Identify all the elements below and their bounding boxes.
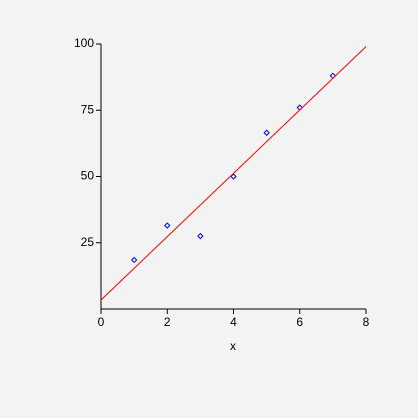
x-tick-label: 4 bbox=[230, 315, 237, 329]
point bbox=[230, 173, 237, 180]
point bbox=[164, 222, 171, 229]
x-axis-label: x bbox=[230, 339, 236, 353]
y-tick-label: 75 bbox=[81, 102, 95, 116]
x-tick-label: 6 bbox=[296, 315, 303, 329]
y-tick-label: 100 bbox=[74, 36, 94, 50]
fit-line bbox=[100, 46, 367, 301]
y-tick-label: 50 bbox=[81, 169, 95, 183]
x-tick-label: 8 bbox=[363, 315, 370, 329]
point bbox=[263, 129, 270, 136]
x-tick-label: 2 bbox=[164, 315, 171, 329]
point bbox=[197, 232, 204, 240]
x-tick-label: 0 bbox=[98, 315, 105, 329]
point bbox=[130, 256, 138, 264]
y-tick-label: 25 bbox=[81, 235, 95, 249]
